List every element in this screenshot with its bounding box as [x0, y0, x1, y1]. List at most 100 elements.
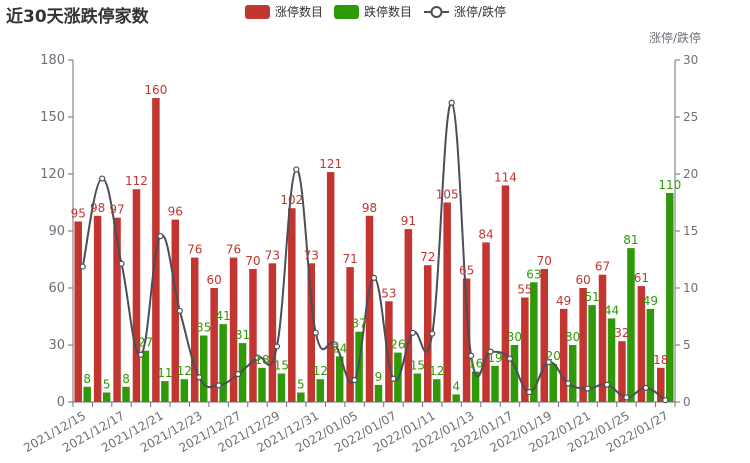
ratio-point — [429, 330, 436, 337]
down-bar-label: 12 — [429, 364, 444, 378]
ratio-point — [312, 329, 319, 336]
down-bar-label: 49 — [643, 294, 658, 308]
down-bar — [549, 364, 558, 402]
down-bar-label: 41 — [216, 309, 231, 323]
y-left-tick-label: 180 — [40, 53, 65, 68]
down-bar-label: 27 — [138, 336, 153, 350]
down-bar-label: 12 — [177, 364, 192, 378]
up-bar-label: 91 — [401, 214, 416, 228]
up-bar-label: 105 — [436, 188, 459, 202]
y-right-tick-label: 20 — [683, 167, 698, 181]
y-left-tick-label: 30 — [48, 338, 65, 353]
ratio-point — [99, 175, 106, 182]
down-bar-label: 26 — [390, 338, 405, 352]
down-bar — [83, 386, 91, 402]
down-bar — [491, 365, 499, 402]
y-left-tick-label: 60 — [48, 281, 65, 296]
down-bar — [666, 193, 674, 402]
down-bar — [471, 371, 480, 402]
ratio-point — [234, 370, 242, 378]
y-right-tick-label: 5 — [683, 338, 691, 352]
down-bar-label: 81 — [623, 233, 638, 247]
up-bar — [482, 242, 490, 402]
down-bar-label: 30 — [507, 330, 522, 344]
down-bar-label: 110 — [658, 178, 681, 192]
up-bar-label: 71 — [342, 252, 357, 266]
ratio-point — [157, 233, 164, 240]
down-bar-label: 5 — [103, 378, 111, 392]
ratio-point — [176, 307, 183, 314]
legend-item-1[interactable]: 涨停数目 — [245, 4, 323, 19]
up-bar — [540, 269, 549, 402]
down-bar — [219, 324, 227, 402]
up-bar-label: 18 — [653, 353, 668, 367]
up-bar-label: 76 — [187, 243, 202, 257]
up-bar-label: 84 — [478, 227, 493, 241]
up-bar-label: 49 — [556, 294, 571, 308]
down-bar-label: 37 — [351, 317, 366, 331]
down-bar — [199, 335, 208, 402]
up-bar-label: 65 — [459, 264, 474, 278]
up-bar-label: 98 — [90, 201, 105, 215]
down-bar — [102, 392, 111, 402]
down-bar-label: 19 — [487, 351, 502, 365]
up-bar-label: 53 — [381, 286, 396, 300]
ratio-line — [81, 101, 666, 402]
up-bar — [346, 267, 354, 402]
ratio-point — [526, 388, 533, 396]
legend[interactable]: 涨停数目 跌停数目 涨停/跌停 — [245, 4, 506, 19]
ratio-point — [215, 382, 222, 389]
up-bar-label: 121 — [319, 157, 342, 171]
down-bar — [433, 379, 441, 402]
down-bar-label: 35 — [196, 321, 211, 335]
up-bar — [74, 221, 82, 402]
down-bar-label: 24 — [332, 341, 347, 355]
down-bar-label: 11 — [157, 366, 172, 380]
ratio-point — [642, 384, 649, 391]
up-bar — [559, 308, 568, 402]
down-bar-label: 44 — [604, 303, 619, 317]
up-bar-label: 32 — [614, 326, 629, 340]
ratio-point — [293, 166, 300, 173]
ratio-point — [565, 380, 572, 387]
up-bar — [229, 257, 238, 402]
ratio-point — [623, 394, 630, 401]
chart-title: 近30天涨跌停家数 — [6, 7, 149, 27]
y-right-tick-label: 25 — [683, 110, 698, 124]
bars — [74, 98, 674, 402]
legend-label-3: 涨停/跌停 — [454, 4, 506, 19]
up-bar — [93, 215, 102, 402]
up-bar — [249, 269, 257, 402]
up-bar — [385, 301, 393, 402]
up-bar-label: 97 — [109, 203, 124, 217]
down-bar — [258, 367, 266, 402]
y-left-tick-label: 0 — [57, 395, 65, 410]
right-axis-name: 涨停/跌停 — [649, 30, 701, 45]
up-bar — [326, 172, 335, 402]
up-bar-label: 98 — [362, 201, 377, 215]
up-bar — [657, 367, 665, 402]
legend-label-2: 跌停数目 — [364, 4, 412, 19]
down-bar-label: 9 — [375, 370, 383, 384]
down-bar-label: 51 — [584, 290, 599, 304]
down-bar — [374, 384, 383, 402]
up-bar-label: 112 — [125, 174, 148, 188]
up-bar-label: 96 — [168, 205, 183, 219]
ratio-point — [409, 329, 416, 336]
up-bar — [113, 217, 121, 402]
down-bar — [141, 350, 150, 402]
ratio-point — [196, 374, 203, 381]
up-bar-label: 55 — [517, 283, 532, 297]
up-bar — [288, 208, 296, 402]
ratio-point — [118, 260, 125, 267]
up-bar — [404, 229, 413, 402]
legend-item-3[interactable]: 涨停/跌停 — [424, 4, 506, 19]
legend-item-2[interactable]: 跌停数目 — [334, 4, 412, 19]
up-bar-label: 95 — [71, 207, 86, 221]
legend-swatch-marker — [430, 6, 443, 18]
ratio-point — [467, 352, 475, 359]
up-bar — [579, 288, 587, 402]
up-bar — [637, 286, 646, 402]
up-bar-label: 70 — [537, 254, 552, 268]
